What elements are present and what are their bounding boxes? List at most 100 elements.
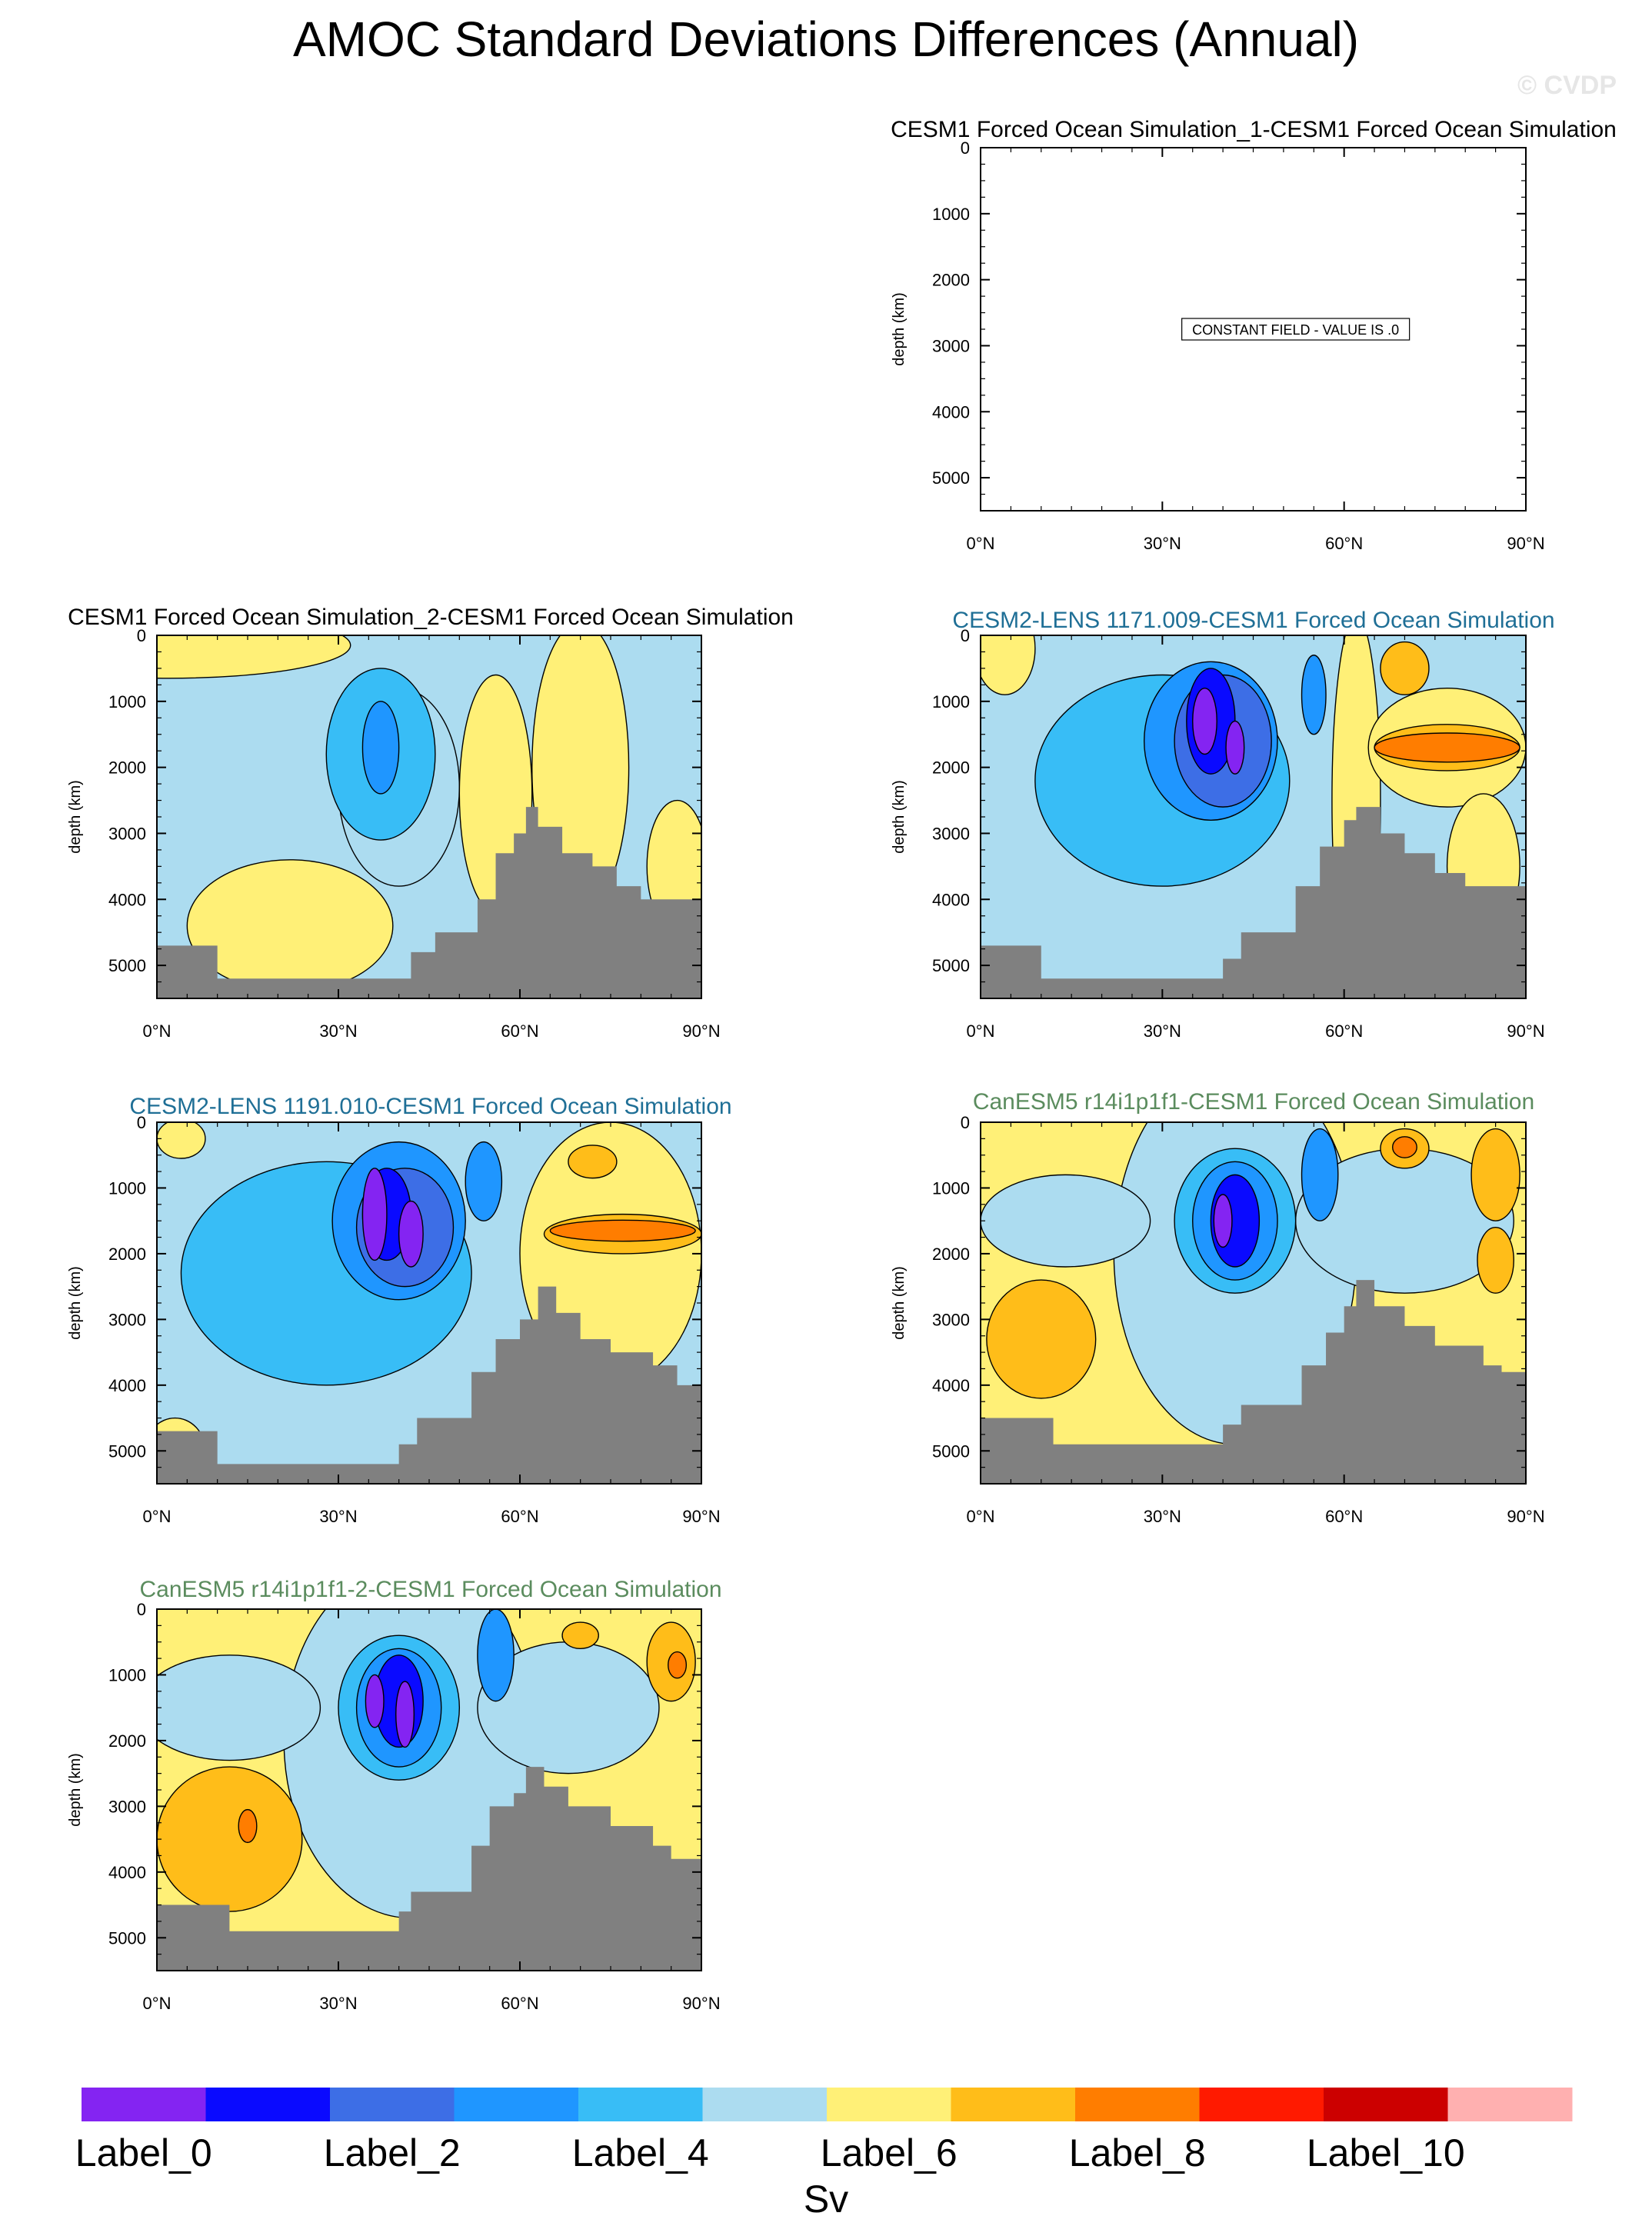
bathymetry-land [981, 1280, 1526, 1484]
y-tick-label: 1000 [108, 692, 146, 711]
y-axis-label: depth (km) [891, 292, 908, 366]
panel-3: CESM2-LENS 1171.009-CESM1 Forced Ocean S… [891, 608, 1555, 1041]
x-tick-label: 30°N [319, 1021, 357, 1041]
y-tick-label: 2000 [108, 1731, 146, 1751]
x-tick-label: 60°N [1325, 1021, 1363, 1041]
x-tick-label: 90°N [1507, 1507, 1544, 1526]
x-tick-label: 60°N [501, 1507, 538, 1526]
contour-region [157, 1655, 321, 1761]
contour-region [668, 1651, 688, 1679]
y-axis-label: depth (km) [891, 1266, 908, 1340]
plot-area [981, 1122, 1526, 1484]
y-tick-label: 1000 [932, 205, 970, 224]
plot-area [157, 1609, 701, 1971]
y-tick-label: 2000 [932, 1245, 970, 1264]
y-axis-label: depth (km) [67, 1266, 84, 1340]
x-tick-label: 0°N [143, 1507, 172, 1526]
panel-4: CESM2-LENS 1191.010-CESM1 Forced Ocean S… [67, 1094, 732, 1526]
contour-region [568, 1145, 618, 1179]
contour-region [157, 1122, 206, 1159]
x-tick-label: 90°N [1507, 1021, 1544, 1041]
contour-region [1301, 1128, 1339, 1221]
panel-title: CESM2-LENS 1171.009-CESM1 Forced Ocean S… [952, 608, 1554, 633]
note-box [1181, 318, 1411, 341]
y-tick-label: 5000 [932, 1441, 970, 1461]
y-tick-label: 0 [137, 626, 146, 645]
x-tick-label: 90°N [682, 1507, 720, 1526]
plot-area [981, 635, 1526, 998]
contour-region [186, 859, 394, 993]
contour-region [398, 1200, 424, 1268]
x-tick-label: 30°N [1144, 534, 1181, 553]
y-axis-label: depth (km) [891, 780, 908, 854]
y-tick-label: 3000 [108, 1797, 146, 1816]
panel-title: CanESM5 r14i1p1f1-CESM1 Forced Ocean Sim… [973, 1089, 1534, 1115]
x-tick-label: 60°N [1325, 1507, 1363, 1526]
y-tick-label: 0 [961, 626, 970, 645]
y-tick-label: 4000 [108, 1376, 146, 1395]
panel-title: CESM1 Forced Ocean Simulation_1-CESM1 Fo… [891, 117, 1617, 142]
y-tick-label: 0 [961, 1113, 970, 1132]
main-title: AMOC Standard Deviations Differences (An… [292, 12, 1360, 67]
y-tick-label: 2000 [108, 1245, 146, 1264]
contour-region [561, 1621, 599, 1649]
panel-title: CESM2-LENS 1191.010-CESM1 Forced Ocean S… [129, 1094, 731, 1119]
y-tick-label: 4000 [932, 890, 970, 909]
contour-region [361, 701, 400, 795]
panel-1: CESM1 Forced Ocean Simulation_1-CESM1 Fo… [891, 117, 1617, 553]
x-tick-label: 90°N [1507, 534, 1544, 553]
y-tick-label: 3000 [108, 824, 146, 843]
y-tick-label: 5000 [108, 956, 146, 975]
contour-region [1374, 732, 1520, 763]
contour-region [157, 1766, 303, 1912]
contour-region [1380, 641, 1430, 695]
watermark: © CVDP [1517, 71, 1617, 100]
y-tick-label: 0 [137, 1600, 146, 1619]
contour-region [1225, 720, 1245, 775]
plot-area [157, 1122, 701, 1484]
bathymetry-land [157, 1286, 701, 1484]
contour-region [477, 1609, 515, 1702]
contour-region [986, 1279, 1097, 1399]
x-tick-label: 30°N [1144, 1021, 1181, 1041]
y-tick-label: 2000 [108, 758, 146, 778]
contour-region [1213, 1194, 1233, 1248]
y-tick-label: 2000 [932, 758, 970, 778]
x-tick-label: 30°N [1144, 1507, 1181, 1526]
x-tick-label: 30°N [319, 1507, 357, 1526]
y-tick-label: 1000 [108, 1665, 146, 1684]
contour-region [157, 635, 351, 679]
contour-region [238, 1808, 258, 1844]
x-tick-label: 0°N [967, 534, 995, 553]
y-tick-label: 1000 [932, 1178, 970, 1198]
contour-region [1192, 687, 1217, 755]
y-tick-label: 3000 [932, 1310, 970, 1329]
contour-region [465, 1141, 503, 1221]
y-tick-label: 1000 [932, 692, 970, 711]
y-tick-label: 4000 [108, 1863, 146, 1882]
y-tick-label: 4000 [932, 402, 970, 422]
contour-region [361, 1168, 388, 1261]
x-tick-label: 0°N [967, 1021, 995, 1041]
panel-title: CanESM5 r14i1p1f1-2-CESM1 Forced Ocean S… [139, 1577, 721, 1602]
bathymetry-land [157, 1767, 701, 1971]
contour-region [1477, 1227, 1514, 1294]
x-tick-label: 90°N [682, 1021, 720, 1041]
contour-region [981, 1174, 1151, 1268]
x-tick-label: 60°N [1325, 534, 1363, 553]
panel-5: CanESM5 r14i1p1f1-CESM1 Forced Ocean Sim… [891, 1089, 1545, 1526]
y-tick-label: 5000 [108, 1441, 146, 1461]
y-tick-label: 4000 [932, 1376, 970, 1395]
panel-title: CESM1 Forced Ocean Simulation_2-CESM1 Fo… [68, 605, 794, 630]
panel-6: CanESM5 r14i1p1f1-2-CESM1 Forced Ocean S… [67, 1577, 722, 2013]
y-tick-label: 5000 [932, 468, 970, 488]
x-tick-label: 0°N [143, 1021, 172, 1041]
y-tick-label: 5000 [932, 956, 970, 975]
y-tick-label: 3000 [932, 824, 970, 843]
y-tick-label: 2000 [932, 271, 970, 290]
bathymetry-land [157, 787, 701, 998]
y-tick-label: 0 [961, 138, 970, 158]
panel-2: CESM1 Forced Ocean Simulation_2-CESM1 Fo… [67, 605, 794, 1041]
contour-region [1301, 655, 1327, 735]
